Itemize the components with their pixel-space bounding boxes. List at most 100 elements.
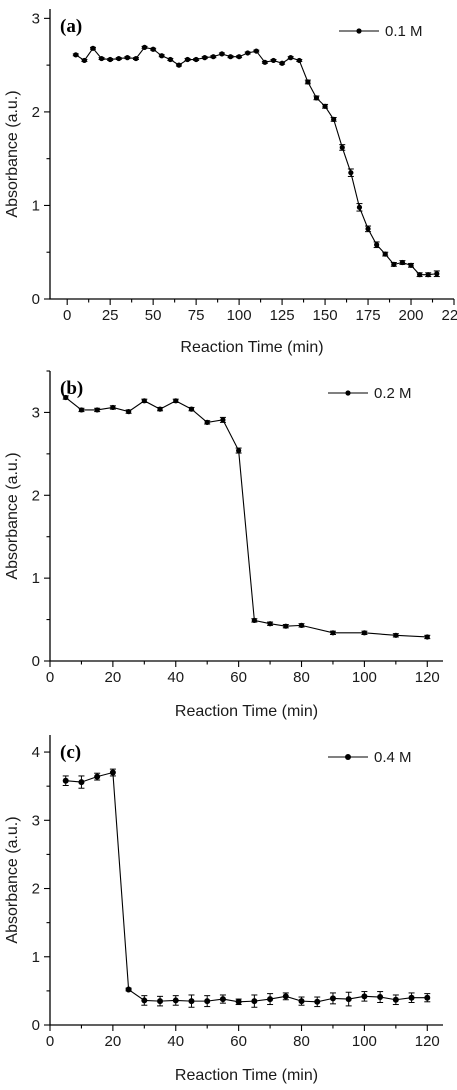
x-tick-label: 40	[167, 1033, 184, 1050]
data-point	[202, 55, 208, 61]
data-point	[424, 994, 431, 1001]
data-point	[110, 404, 116, 411]
chart-panel-a: 0 25 50 75 100 125 150 175 200 225 0 1 2 3 Reaction Ti…	[0, 0, 457, 362]
data-point	[227, 54, 234, 60]
y-tick-label: 3	[32, 10, 40, 27]
data-point	[288, 55, 294, 61]
data-point	[245, 50, 251, 56]
legend-label: 0.1 M	[385, 23, 423, 40]
x-tick-label: 100	[352, 669, 377, 686]
x-tick-label: 60	[230, 1033, 247, 1050]
chart-panel-b: 0 20 40 60 80 100 120 0 1 2 3 Reaction Time (min) Ab…	[0, 362, 457, 726]
x-tick-label: 125	[270, 307, 295, 324]
data-point	[305, 79, 311, 85]
legend-label: 0.2 M	[374, 385, 412, 402]
data-point	[141, 398, 147, 404]
data-point	[298, 622, 305, 628]
panel-label: (a)	[60, 16, 82, 37]
data-point	[434, 271, 440, 277]
data-point	[262, 59, 268, 65]
series-line	[75, 46, 437, 276]
data-point	[188, 406, 195, 412]
data-point	[408, 262, 414, 268]
panel-label: (c)	[60, 742, 81, 763]
data-point	[204, 419, 210, 425]
data-point	[220, 417, 226, 423]
data-point	[283, 623, 289, 629]
y-axis-label: Absorbance (a.u.)	[4, 452, 21, 579]
data-point	[210, 54, 216, 60]
data-point	[393, 632, 399, 638]
x-axis-label: Reaction Time (min)	[180, 339, 323, 356]
y-tick-label: 0	[32, 1017, 40, 1034]
chart-a-svg: 0 25 50 75 100 125 150 175 200 225 0 1 2 3 Reaction Ti…	[4, 9, 457, 356]
data-point	[377, 994, 384, 1001]
data-point	[94, 407, 100, 413]
x-tick-label: 0	[63, 307, 71, 324]
x-tick-label: 20	[105, 669, 122, 686]
data-point	[141, 44, 148, 50]
x-tick-label: 75	[188, 307, 205, 324]
y-tick-label: 1	[32, 197, 40, 214]
data-point	[73, 52, 79, 58]
data-point	[159, 53, 165, 59]
data-point	[150, 46, 156, 52]
data-point	[329, 995, 336, 1002]
data-point	[391, 261, 397, 267]
data-point	[361, 630, 367, 636]
data-point	[157, 998, 164, 1005]
x-tick-label: 25	[102, 307, 119, 324]
data-point	[330, 630, 336, 636]
series-line	[65, 397, 428, 638]
data-point	[219, 996, 226, 1003]
x-tick-label: 0	[46, 1033, 54, 1050]
data-point	[322, 103, 328, 109]
data-point	[109, 769, 116, 776]
data-point	[424, 634, 430, 640]
data-point	[133, 55, 139, 62]
y-tick-label: 0	[32, 653, 40, 670]
x-tick-label: 150	[313, 307, 338, 324]
x-tick-label: 225	[441, 307, 457, 324]
data-point	[94, 773, 101, 780]
data-point	[314, 998, 321, 1005]
data-point	[173, 398, 179, 404]
data-point	[78, 779, 85, 786]
panel-label: (b)	[60, 378, 83, 399]
data-point	[348, 170, 354, 176]
axes-frame	[49, 735, 443, 1026]
y-axis-label: Absorbance (a.u.)	[4, 816, 21, 943]
legend-label: 0.4 M	[374, 749, 412, 766]
y-tick-label: 2	[32, 487, 40, 504]
y-tick-label: 0	[32, 291, 40, 308]
axes-frame	[49, 371, 443, 662]
x-tick-label: 100	[227, 307, 252, 324]
y-tick-label: 3	[32, 404, 40, 421]
x-tick-label: 20	[105, 1033, 122, 1050]
chart-panel-c: 0 20 40 60 80 100 120 0 1 2 3 4 Reaction Time (min) A…	[0, 726, 457, 1090]
data-point	[125, 986, 132, 993]
data-point	[167, 56, 173, 63]
x-tick-label: 40	[167, 669, 184, 686]
x-tick-label: 60	[230, 669, 247, 686]
y-tick-label: 1	[32, 949, 40, 966]
series-line	[65, 771, 428, 1003]
y-tick-label: 4	[32, 744, 40, 761]
data-point	[298, 998, 305, 1005]
data-point	[193, 56, 199, 63]
data-point	[98, 55, 105, 62]
data-point	[282, 993, 289, 1000]
x-tick-label: 120	[415, 1033, 440, 1050]
data-point	[81, 57, 87, 64]
data-point	[184, 56, 191, 63]
data-point	[78, 407, 85, 413]
data-point	[339, 144, 345, 151]
legend-marker	[345, 754, 351, 760]
data-point	[90, 45, 96, 51]
data-point	[331, 116, 337, 122]
data-point	[107, 56, 113, 63]
data-point	[296, 57, 302, 64]
x-tick-label: 50	[145, 307, 162, 324]
x-tick-label: 175	[356, 307, 381, 324]
data-point	[251, 617, 257, 623]
